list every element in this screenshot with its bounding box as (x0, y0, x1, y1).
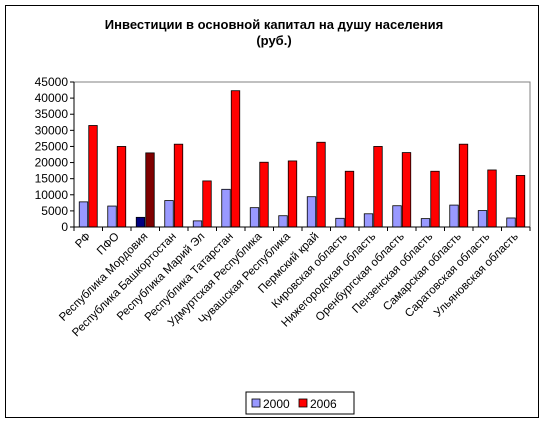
bar-2000-4 (192, 220, 203, 228)
legend-label-2000: 2000 (263, 397, 290, 411)
y-tick-label: 45000 (35, 75, 69, 89)
bar-2006-9 (344, 170, 355, 228)
bar-2000-10 (363, 213, 374, 228)
legend-label-2006: 2006 (310, 397, 337, 411)
bar-chart: Инвестиции в основной капитал на душу на… (35, 17, 531, 415)
chart-frame: Инвестиции в основной капитал на душу на… (5, 5, 539, 418)
bar-2006-14 (487, 169, 497, 228)
bar-2000-1 (107, 205, 117, 228)
bar-2006-0 (88, 125, 98, 228)
bar-2000-13 (449, 204, 459, 228)
bar-2000-2 (135, 216, 146, 228)
bar-2006-5 (230, 90, 241, 228)
y-tick-label: 40000 (35, 91, 69, 105)
bar-2006-3 (173, 143, 184, 228)
y-tick-label: 0 (61, 220, 68, 234)
y-tick-label: 30000 (35, 123, 69, 137)
bar-2000-11 (392, 205, 402, 228)
legend-swatch-2006 (298, 398, 308, 408)
bar-2006-7 (287, 160, 298, 228)
y-tick-label: 10000 (35, 188, 69, 202)
bar-2000-5 (221, 188, 231, 228)
bar-2006-11 (401, 152, 412, 228)
y-axis: 0 5000 10000 15000 20000 25000 30000 35000 40000… (35, 75, 75, 234)
y-tick-label: 20000 (35, 156, 69, 170)
y-tick-label: 35000 (35, 107, 69, 121)
y-tick-label: 5000 (41, 204, 68, 218)
legend-swatch-2000 (251, 398, 261, 408)
bars-group (78, 90, 526, 228)
bar-2006-4 (202, 180, 212, 228)
bar-2000-3 (164, 200, 174, 228)
bar-2000-14 (477, 210, 488, 228)
x-category-label: РФ (73, 230, 93, 250)
bar-2000-0 (78, 201, 89, 228)
bar-2006-1 (116, 146, 127, 228)
bar-2006-10 (373, 146, 383, 228)
chart-title-line-2: (руб.) (256, 33, 291, 48)
bar-2000-8 (306, 196, 317, 228)
bar-2006-12 (430, 170, 440, 228)
bar-2000-15 (506, 217, 516, 228)
y-tick-label: 25000 (35, 139, 69, 153)
bar-2000-6 (249, 207, 260, 228)
y-tick-label: 15000 (35, 172, 69, 186)
bar-2000-9 (335, 217, 345, 228)
bar-2006-15 (515, 175, 526, 228)
bar-2006-6 (259, 161, 269, 228)
bar-2006-2 (145, 152, 155, 228)
bar-2000-7 (278, 215, 288, 228)
chart-title-line-1: Инвестиции в основной капитал на душу на… (105, 17, 443, 32)
bar-2006-13 (458, 143, 469, 228)
bar-2006-8 (316, 141, 326, 228)
bar-2000-12 (420, 218, 431, 228)
legend: 2000 2006 (245, 391, 355, 415)
